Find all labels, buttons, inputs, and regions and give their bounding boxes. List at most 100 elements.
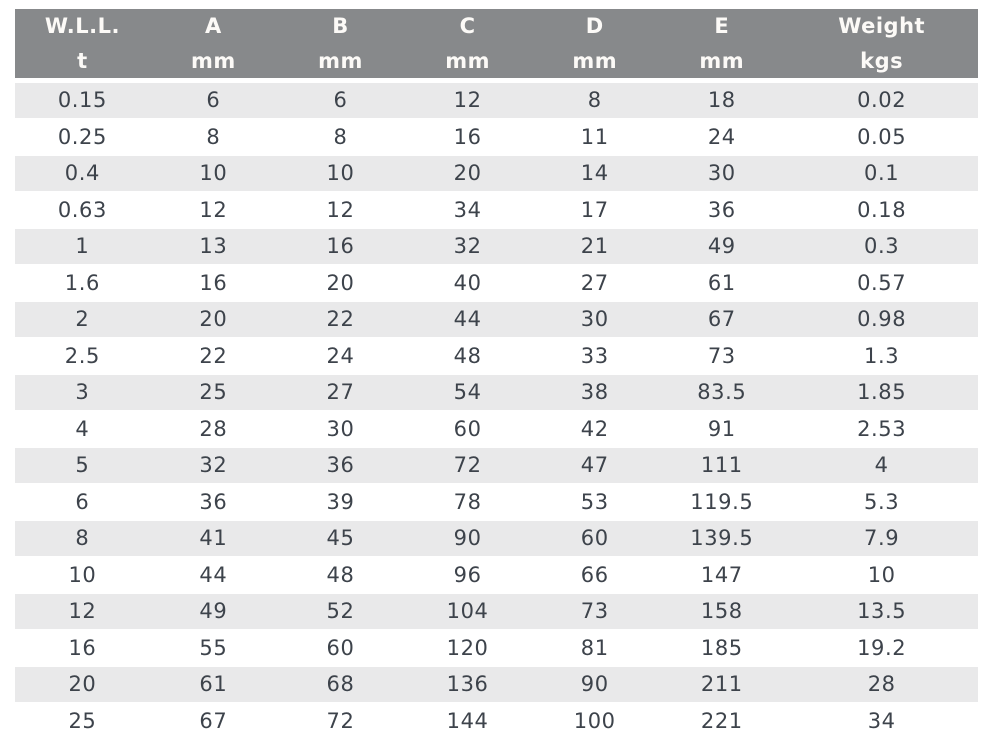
- column-unit: mm: [190, 48, 236, 73]
- table-cell: 7.9: [864, 526, 900, 551]
- table-cell: 0.02: [857, 88, 907, 113]
- table-cell: 67: [199, 708, 228, 733]
- table-cell: 34: [867, 708, 896, 733]
- table-cell: 25: [199, 380, 228, 405]
- table-cell: 0.05: [857, 124, 907, 149]
- table-cell: 73: [707, 343, 736, 368]
- table-cell: 0.25: [57, 124, 107, 149]
- column-unit: mm: [572, 48, 618, 73]
- table-cell: 4: [75, 416, 90, 441]
- table-cell: 12: [199, 197, 228, 222]
- table-cell: 0.1: [864, 161, 900, 186]
- table-cell: 12: [326, 197, 355, 222]
- table-cell: 36: [199, 489, 228, 514]
- table-cell: 22: [326, 307, 355, 332]
- table-row: 3 25 27 54 38 83.5 1.85: [15, 375, 978, 412]
- table-cell: 54: [453, 380, 482, 405]
- table-cell: 10: [199, 161, 228, 186]
- table-cell: 33: [580, 343, 609, 368]
- table-cell: 1.6: [64, 270, 100, 295]
- table-cell: 45: [326, 526, 355, 551]
- table-cell: 60: [453, 416, 482, 441]
- table-cell: 5.3: [864, 489, 900, 514]
- column-unit: mm: [445, 48, 490, 73]
- table-row: 0.63 12 12 34 17 36 0.18: [15, 192, 978, 229]
- table-cell: 6: [333, 88, 348, 113]
- table-cell: 28: [867, 672, 896, 697]
- table-cell: 19.2: [857, 635, 907, 660]
- table-cell: 48: [453, 343, 482, 368]
- column-label: C: [459, 14, 476, 38]
- table-cell: 49: [707, 234, 736, 259]
- table-cell: 13: [199, 234, 228, 259]
- table-cell: 66: [580, 562, 609, 587]
- table-row: 5 32 36 72 47 111 4: [15, 448, 978, 485]
- table-row: 12 49 52 104 73 158 13.5: [15, 594, 978, 631]
- table-cell: 11: [580, 124, 609, 149]
- table-cell: 1.85: [857, 380, 907, 405]
- table-header-row: W.L.L. t A mm B mm C mm D mm E mm Weight…: [15, 9, 978, 78]
- table-cell: 158: [700, 599, 743, 624]
- table-cell: 61: [707, 270, 736, 295]
- table-row: 10 44 48 96 66 147 10: [15, 557, 978, 594]
- table-cell: 78: [453, 489, 482, 514]
- table-row: 25 67 72 144 100 221 34: [15, 703, 978, 740]
- table-row: 6 36 39 78 53 119.5 5.3: [15, 484, 978, 521]
- table-cell: 25: [68, 708, 97, 733]
- table-row: 1.6 16 20 40 27 61 0.57: [15, 265, 978, 302]
- table-cell: 120: [446, 635, 489, 660]
- table-cell: 20: [453, 161, 482, 186]
- table-cell: 1: [75, 234, 90, 259]
- table-cell: 100: [573, 708, 616, 733]
- table-cell: 8: [206, 124, 221, 149]
- table-cell: 91: [707, 416, 736, 441]
- table-cell: 1.3: [864, 343, 900, 368]
- table-cell: 61: [199, 672, 228, 697]
- header-cell-d: D mm: [531, 9, 658, 78]
- table-cell: 90: [453, 526, 482, 551]
- table-cell: 41: [199, 526, 228, 551]
- table-cell: 96: [453, 562, 482, 587]
- header-cell-b: B mm: [277, 9, 404, 78]
- table-cell: 36: [707, 197, 736, 222]
- table-cell: 53: [580, 489, 609, 514]
- table-cell: 8: [75, 526, 90, 551]
- table-row: 20 61 68 136 90 211 28: [15, 667, 978, 704]
- table-cell: 39: [326, 489, 355, 514]
- table-cell: 27: [580, 270, 609, 295]
- table-row: 16 55 60 120 81 185 19.2: [15, 630, 978, 667]
- table-cell: 24: [326, 343, 355, 368]
- table-cell: 67: [707, 307, 736, 332]
- table-cell: 20: [199, 307, 228, 332]
- table-cell: 16: [326, 234, 355, 259]
- table-cell: 8: [333, 124, 348, 149]
- table-cell: 47: [580, 453, 609, 478]
- column-label: D: [585, 14, 604, 38]
- table-cell: 20: [68, 672, 97, 697]
- column-label: B: [332, 14, 349, 38]
- table-cell: 0.3: [864, 234, 900, 259]
- column-unit: mm: [699, 48, 745, 73]
- table-cell: 0.98: [857, 307, 907, 332]
- table-cell: 0.57: [857, 270, 907, 295]
- table-cell: 16: [199, 270, 228, 295]
- table-cell: 147: [700, 562, 743, 587]
- table-cell: 13.5: [857, 599, 907, 624]
- table-cell: 136: [446, 672, 489, 697]
- table-cell: 10: [68, 562, 97, 587]
- column-unit: kgs: [860, 48, 904, 73]
- table-cell: 32: [453, 234, 482, 259]
- table-cell: 10: [326, 161, 355, 186]
- table-cell: 44: [453, 307, 482, 332]
- table-cell: 104: [446, 599, 489, 624]
- column-label: A: [204, 14, 222, 38]
- table-cell: 24: [707, 124, 736, 149]
- table-cell: 12: [453, 88, 482, 113]
- table-cell: 81: [580, 635, 609, 660]
- table-cell: 4: [874, 453, 889, 478]
- table-cell: 72: [453, 453, 482, 478]
- table-cell: 55: [199, 635, 228, 660]
- header-cell-a: A mm: [150, 9, 277, 78]
- table-cell: 6: [206, 88, 221, 113]
- table-cell: 0.63: [57, 197, 107, 222]
